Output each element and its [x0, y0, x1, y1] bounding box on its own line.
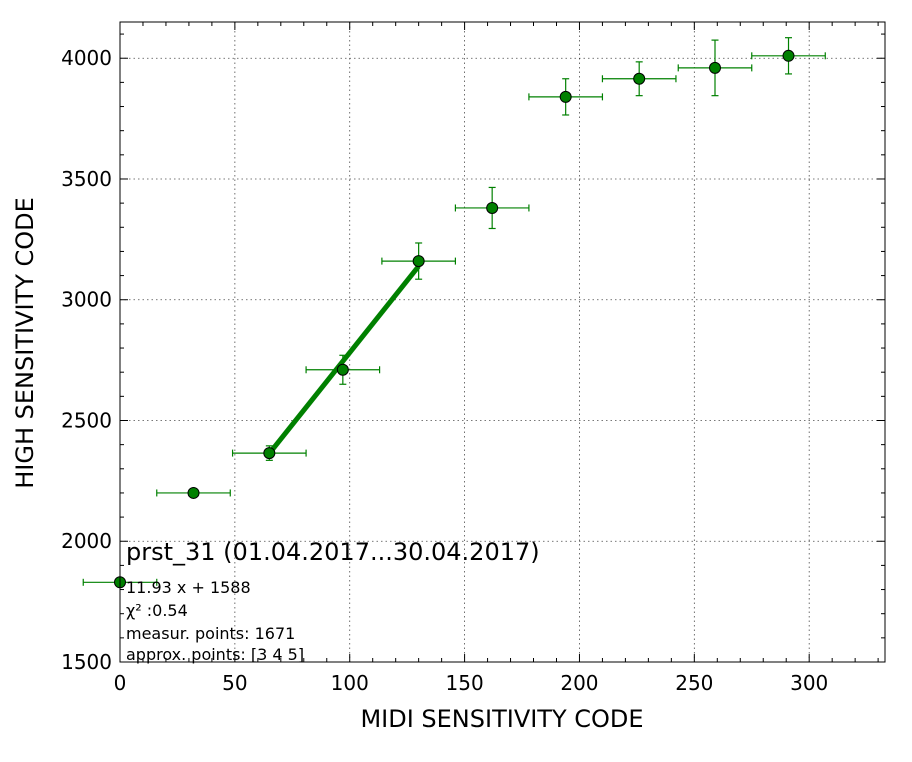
y-axis-title: HIGH SENSITIVITY CODE: [11, 197, 39, 489]
data-point: [263, 447, 276, 460]
x-tick-label: 0: [114, 671, 127, 695]
x-tick-label: 100: [331, 671, 369, 695]
data-point: [486, 201, 499, 214]
errorbar-layer: [82, 37, 826, 586]
y-tick-label: 2500: [61, 408, 112, 432]
x-tick-label: 250: [675, 671, 713, 695]
annotation-fit-equation: 11.93 x + 1588: [126, 578, 251, 597]
y-tick-label: 3500: [61, 167, 112, 191]
y-tick-label: 2000: [61, 529, 112, 553]
fit-line: [267, 264, 421, 456]
data-point: [559, 90, 572, 103]
annotation-measured-points: measur. points: 1671: [126, 624, 295, 643]
point-layer: [114, 49, 795, 589]
data-point: [336, 363, 349, 376]
x-tick-label: 300: [790, 671, 828, 695]
data-point: [782, 49, 795, 62]
tick-layer: [119, 22, 885, 663]
y-tick-label: 4000: [61, 46, 112, 70]
data-point: [709, 61, 721, 74]
y-tick-label: 1500: [61, 650, 112, 674]
x-tick-label: 200: [560, 671, 598, 695]
annotation-approx-points: approx. points: [3 4 5]: [126, 645, 304, 664]
grid-layer: [120, 22, 885, 662]
annotation-box: prst_31 (01.04.2017...30.04.2017) 11.93 …: [126, 538, 540, 664]
data-point: [187, 486, 200, 499]
y-tick-label: 3000: [61, 288, 112, 312]
x-tick-label: 150: [446, 671, 484, 695]
fit-layer: [267, 264, 421, 456]
data-point: [633, 72, 646, 85]
x-axis-title: MIDI SENSITIVITY CODE: [360, 705, 643, 733]
plot-frame: [119, 21, 886, 663]
x-tick-label: 50: [222, 671, 247, 695]
annotation-title: prst_31 (01.04.2017...30.04.2017): [126, 538, 540, 566]
annotation-chi-square: χ² :0.54: [126, 601, 188, 620]
data-point: [412, 255, 425, 268]
ticklabel-layer: 0 50 100 150 200 250 300 1500 2000 2500 3000 3500 40…: [61, 46, 828, 695]
